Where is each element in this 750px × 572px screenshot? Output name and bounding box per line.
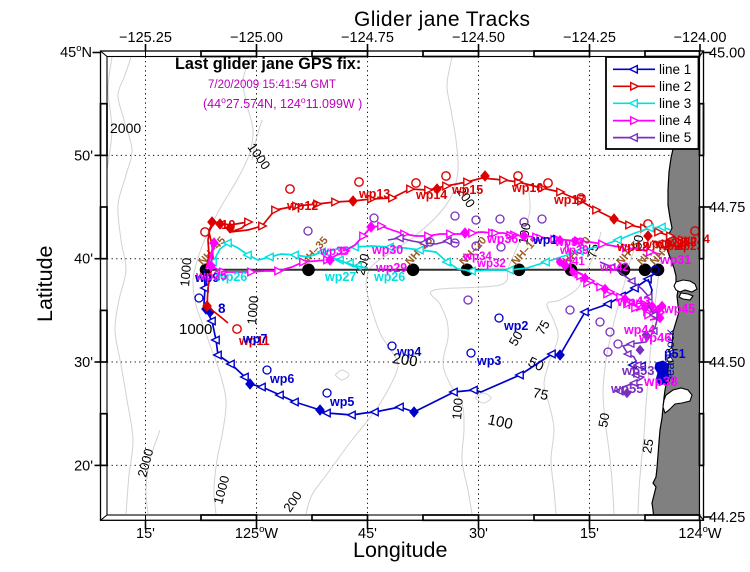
svg-text:2000: 2000 xyxy=(110,120,141,136)
svg-text:−124.00: −124.00 xyxy=(674,30,727,46)
svg-text:45.00: 45.00 xyxy=(709,46,745,62)
svg-text:2000: 2000 xyxy=(134,447,156,479)
svg-text:200: 200 xyxy=(391,350,418,370)
svg-text:−124.25: −124.25 xyxy=(563,30,616,46)
svg-text:wp55: wp55 xyxy=(610,381,644,396)
svg-text:wp17: wp17 xyxy=(553,193,585,207)
svg-text:wp38: wp38 xyxy=(643,374,678,389)
svg-text:75: 75 xyxy=(533,317,553,337)
svg-text:45': 45' xyxy=(358,526,377,542)
svg-text:(44o27.574N, 124o11.099W ): (44o27.574N, 124o11.099W ) xyxy=(203,95,362,111)
svg-text:line 1: line 1 xyxy=(659,62,691,77)
svg-text:wp3: wp3 xyxy=(476,354,501,368)
svg-text:1000: 1000 xyxy=(210,474,232,506)
svg-text:wp18: wp18 xyxy=(616,239,650,254)
svg-text:Last glider jane GPS fix:: Last glider jane GPS fix: xyxy=(175,55,361,73)
svg-text:1000: 1000 xyxy=(177,257,194,287)
svg-text:wp6: wp6 xyxy=(269,372,294,386)
svg-text:wp31: wp31 xyxy=(659,253,691,267)
svg-text:1000: 1000 xyxy=(179,321,212,338)
svg-text:line 3: line 3 xyxy=(659,96,691,111)
svg-text:wp36: wp36 xyxy=(486,232,518,246)
svg-text:wp26: wp26 xyxy=(215,270,247,284)
svg-text:wp2: wp2 xyxy=(503,319,528,333)
svg-text:1000: 1000 xyxy=(244,295,261,325)
svg-text:line 4: line 4 xyxy=(659,113,692,128)
svg-text:wp13: wp13 xyxy=(358,187,390,201)
svg-text:wp15: wp15 xyxy=(451,183,483,197)
svg-text:wp42: wp42 xyxy=(599,262,629,274)
svg-text:7/20/2009 15:41:54 GMT: 7/20/2009 15:41:54 GMT xyxy=(208,79,336,91)
svg-text:30': 30' xyxy=(469,526,488,542)
svg-text:wp20: wp20 xyxy=(657,241,687,253)
svg-text:wp7: wp7 xyxy=(242,332,267,346)
svg-text:wp1: wp1 xyxy=(532,233,557,247)
svg-text:p51: p51 xyxy=(664,347,686,361)
svg-text:wp29: wp29 xyxy=(375,261,407,275)
svg-text:wp19: wp19 xyxy=(642,239,672,251)
svg-text:wp53: wp53 xyxy=(621,363,655,378)
svg-text:wp45: wp45 xyxy=(663,302,695,316)
svg-text:wp21: wp21 xyxy=(654,238,684,250)
svg-text:100: 100 xyxy=(486,411,514,433)
svg-text:45oN: 45oN xyxy=(60,43,92,61)
svg-text:line 5: line 5 xyxy=(659,130,691,145)
svg-text:20': 20' xyxy=(74,458,93,474)
svg-text:wp26: wp26 xyxy=(373,270,405,284)
svg-text:wp34: wp34 xyxy=(462,251,492,263)
svg-text:wp41: wp41 xyxy=(555,256,585,268)
svg-text:wp12: wp12 xyxy=(286,199,318,213)
svg-text:50: 50 xyxy=(506,328,526,348)
svg-text:wp44: wp44 xyxy=(623,323,655,337)
svg-text:wp11: wp11 xyxy=(238,334,270,348)
svg-text:wp5: wp5 xyxy=(329,395,354,409)
svg-text:Longitude: Longitude xyxy=(353,538,447,562)
svg-text:50: 50 xyxy=(629,234,646,251)
svg-text:wp33: wp33 xyxy=(554,237,584,249)
svg-text:−124.75: −124.75 xyxy=(341,30,394,46)
svg-text:wp16: wp16 xyxy=(511,181,543,195)
svg-text:wp32: wp32 xyxy=(476,258,506,270)
svg-text:wp22: wp22 xyxy=(667,237,697,249)
svg-text:15': 15' xyxy=(136,526,155,542)
svg-text:wp4: wp4 xyxy=(396,345,421,359)
svg-text:Latitude: Latitude xyxy=(33,245,57,322)
svg-text:−125.25: −125.25 xyxy=(119,30,172,46)
svg-text:44.50: 44.50 xyxy=(709,355,745,371)
svg-text:50: 50 xyxy=(595,412,612,429)
svg-text:30': 30' xyxy=(74,355,93,371)
svg-text:wp39: wp39 xyxy=(559,245,589,257)
svg-text:Glider jane Tracks: Glider jane Tracks xyxy=(354,8,530,31)
svg-text:wp25: wp25 xyxy=(195,269,227,283)
svg-text:44.25: 44.25 xyxy=(709,510,745,526)
svg-text:44.75: 44.75 xyxy=(709,200,745,216)
svg-text:wp35: wp35 xyxy=(319,246,349,258)
svg-text:50': 50' xyxy=(74,148,93,164)
svg-text:125oW: 125oW xyxy=(235,524,279,542)
svg-text:wp9: wp9 xyxy=(194,271,219,285)
svg-text:124oW: 124oW xyxy=(678,524,722,542)
svg-text:25: 25 xyxy=(639,438,656,455)
svg-text:wp14: wp14 xyxy=(415,188,447,202)
svg-text:Seal Rock: Seal Rock xyxy=(663,328,677,384)
svg-text:−124.50: −124.50 xyxy=(452,30,505,46)
svg-text:line 2: line 2 xyxy=(659,79,691,94)
svg-text:−125.00: −125.00 xyxy=(230,30,283,46)
svg-text:wp46: wp46 xyxy=(638,330,672,345)
svg-text:wp30: wp30 xyxy=(371,243,403,257)
svg-text:75: 75 xyxy=(531,384,550,403)
svg-text:100: 100 xyxy=(449,397,466,420)
svg-text:8: 8 xyxy=(218,301,226,316)
svg-text:wp27: wp27 xyxy=(324,270,356,284)
svg-text:wp43: wp43 xyxy=(616,294,651,309)
svg-text:wp23: wp23 xyxy=(673,241,703,253)
svg-text:10: 10 xyxy=(221,217,235,232)
svg-text:40': 40' xyxy=(74,252,93,268)
svg-text:15': 15' xyxy=(580,526,599,542)
